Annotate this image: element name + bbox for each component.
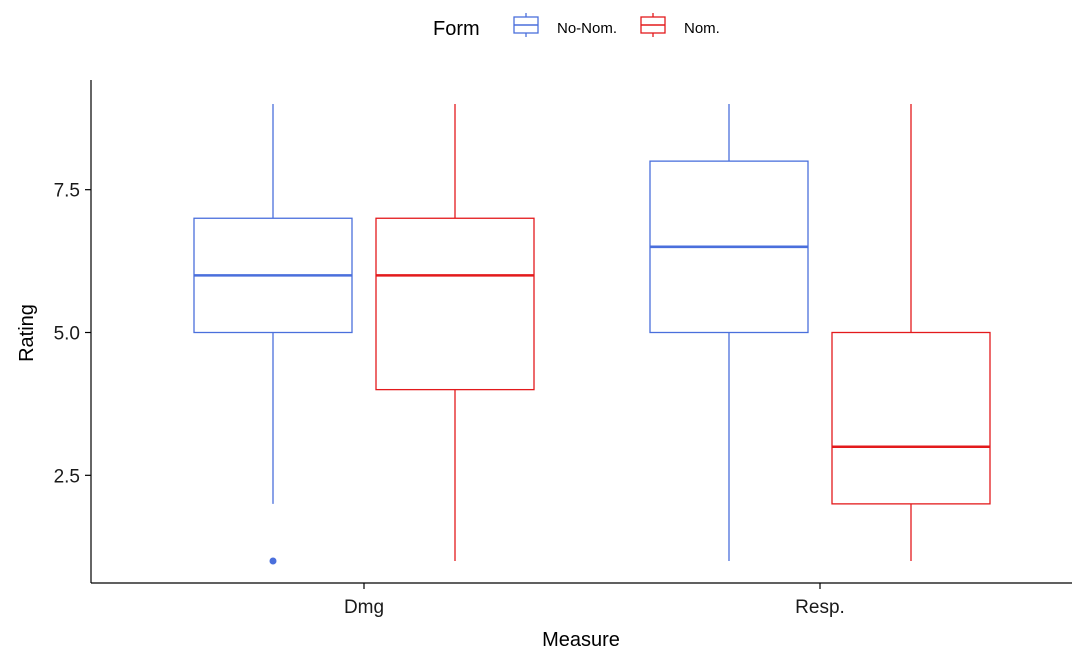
legend-label-nom: Nom.	[684, 20, 720, 37]
legend-key-nom	[640, 13, 666, 37]
box-iqr	[375, 217, 535, 391]
outlier-point	[269, 557, 277, 565]
y-axis-ticks: 2.5 5.0 7.5	[54, 181, 91, 487]
box-nom-resp	[831, 104, 991, 561]
y-tick-label: 2.5	[54, 466, 80, 487]
x-axis-title: Measure	[542, 629, 620, 651]
y-tick-label: 7.5	[54, 181, 80, 202]
legend: Form No-Nom. Nom.	[433, 13, 720, 40]
x-tick-label: Dmg	[344, 597, 384, 618]
x-axis-ticks: Dmg Resp.	[344, 583, 845, 618]
y-tick-label: 5.0	[54, 324, 80, 345]
legend-entry-no-nom: No-Nom.	[513, 13, 617, 37]
legend-title: Form	[433, 18, 480, 40]
legend-label-no-nom: No-Nom.	[557, 20, 617, 37]
legend-key-no-nom	[513, 13, 539, 37]
box-plot-marks	[193, 104, 991, 565]
legend-entry-nom: Nom.	[640, 13, 720, 37]
box-nom-dmg	[375, 104, 535, 561]
box-iqr	[831, 331, 991, 505]
y-axis-title: Rating	[16, 304, 38, 362]
x-tick-label: Resp.	[795, 597, 845, 618]
box-no-nom-resp	[649, 104, 809, 561]
box-no-nom-dmg	[193, 104, 353, 565]
